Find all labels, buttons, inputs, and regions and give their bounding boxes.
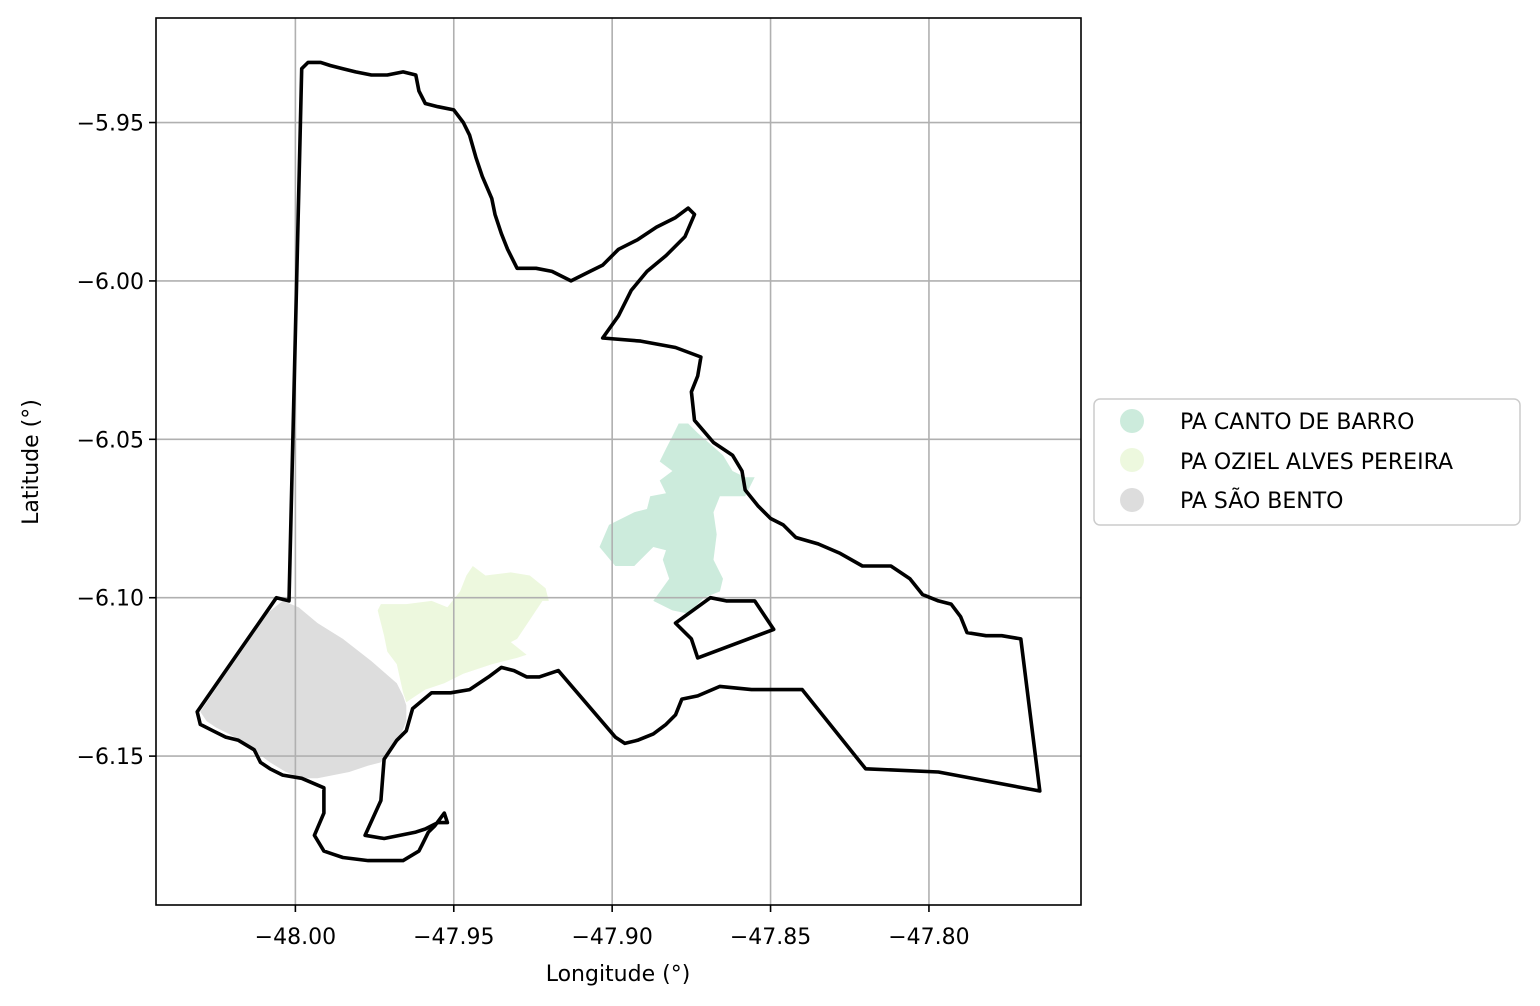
boundary-outline-0	[195, 60, 1042, 863]
y-axis-label: Latitude (°)	[19, 399, 44, 525]
legend-marker-sao-bento	[1120, 488, 1144, 512]
legend-label-canto-de-barro: PA CANTO DE BARRO	[1180, 410, 1414, 435]
legend-marker-oziel-alves-pereira	[1120, 448, 1144, 472]
region-pa-oziel-alves-pereira	[377, 566, 549, 703]
x-tick-label-0: −48.00	[255, 925, 336, 950]
region-pa-canto-de-barro	[599, 423, 755, 614]
plot-area	[156, 18, 1081, 905]
region-fills	[200, 423, 755, 779]
grid-lines	[156, 18, 1081, 905]
x-axis-label: Longitude (°)	[546, 962, 691, 987]
region-pa-sao-bento	[200, 600, 407, 779]
x-tick-label-2: −47.90	[571, 925, 652, 950]
boundary-outline-1	[673, 595, 776, 660]
y-tick-label-1: −6.00	[77, 270, 144, 295]
boundary-outlines	[195, 60, 1042, 863]
y-tick-label-0: −5.95	[77, 112, 144, 137]
legend-label-oziel-alves-pereira: PA OZIEL ALVES PEREIRA	[1180, 450, 1453, 475]
x-tick-label-3: −47.85	[730, 925, 811, 950]
x-tick-label-1: −47.95	[413, 925, 494, 950]
plot-frame	[155, 17, 1082, 906]
legend: PA CANTO DE BARRO PA OZIEL ALVES PEREIRA…	[1093, 398, 1521, 526]
y-tick-label-4: −6.15	[77, 745, 144, 770]
y-axis-ticks: −5.95 −6.00 −6.05 −6.10 −6.15	[77, 112, 156, 770]
x-axis-ticks: −48.00 −47.95 −47.90 −47.85 −47.80	[255, 905, 970, 950]
y-tick-label-3: −6.10	[77, 587, 144, 612]
x-tick-label-4: −47.80	[888, 925, 969, 950]
legend-marker-canto-de-barro	[1120, 409, 1144, 433]
legend-box	[1093, 398, 1521, 526]
legend-label-sao-bento: PA SÃO BENTO	[1180, 487, 1343, 514]
y-tick-label-2: −6.05	[77, 428, 144, 453]
